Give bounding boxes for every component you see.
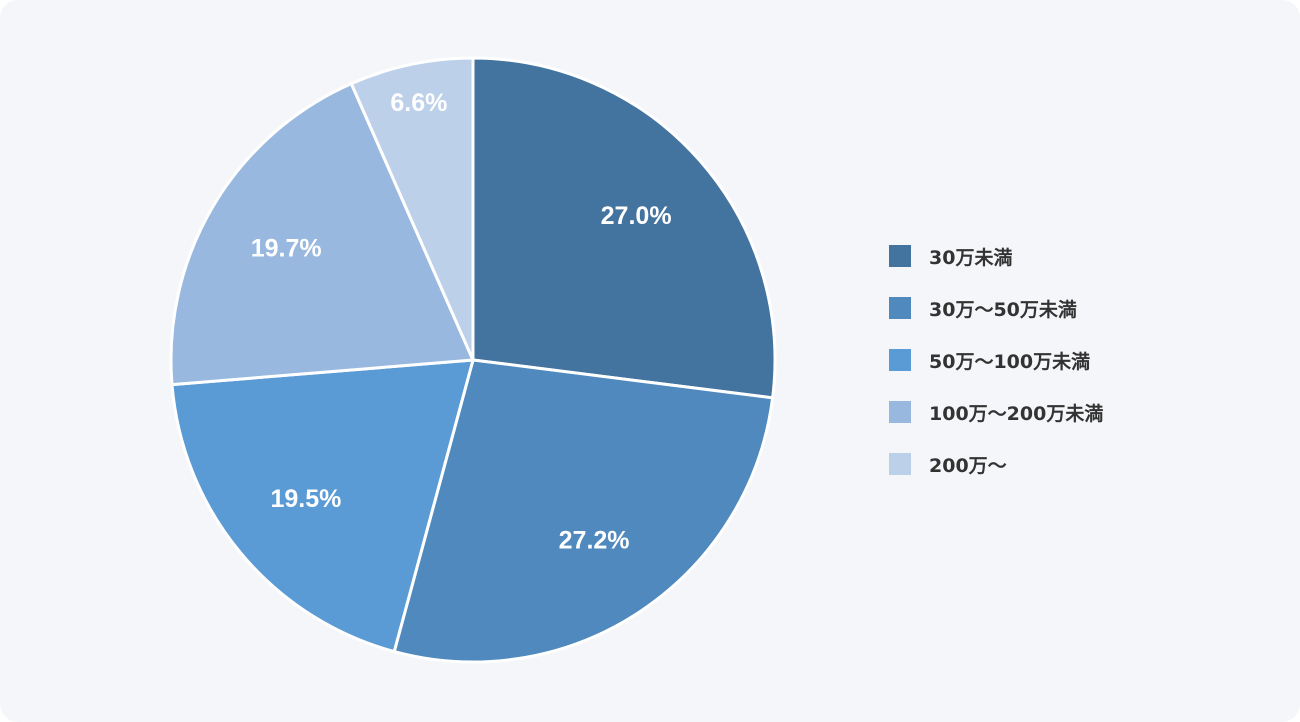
legend-label: 100万～200万未満 (929, 402, 1104, 425)
slice-value-label: 19.7% (251, 235, 322, 263)
legend-swatch (889, 453, 911, 475)
legend-swatch (889, 245, 911, 267)
legend: 30万未満 30万～50万未満 50万～100万未満 100万～200万未満 2… (889, 243, 1103, 503)
legend-swatch (889, 401, 911, 423)
pie-slice (471, 56, 777, 400)
legend-item-under-300k: 30万未満 (889, 243, 1103, 269)
pie-slice (392, 358, 775, 664)
legend-item-300k-500k: 30万～50万未満 (889, 295, 1103, 321)
legend-label: 30万未満 (929, 246, 1013, 269)
legend-item-500k-1m: 50万～100万未満 (889, 347, 1103, 373)
legend-item-over-2m: 200万～ (889, 451, 1103, 477)
legend-label: 50万～100万未満 (929, 350, 1091, 373)
pie-slice (169, 82, 475, 387)
slice-value-label: 27.0% (601, 202, 672, 230)
slice-value-label: 19.5% (270, 485, 341, 513)
pie-slice (349, 56, 475, 362)
pie-slice (170, 358, 475, 654)
legend-swatch (889, 297, 911, 319)
slice-value-label: 6.6% (390, 89, 447, 117)
legend-label: 200万～ (929, 454, 1007, 477)
legend-item-1m-2m: 100万～200万未満 (889, 399, 1103, 425)
slice-value-label: 27.2% (559, 527, 630, 555)
legend-label: 30万～50万未満 (929, 298, 1077, 321)
legend-swatch (889, 349, 911, 371)
